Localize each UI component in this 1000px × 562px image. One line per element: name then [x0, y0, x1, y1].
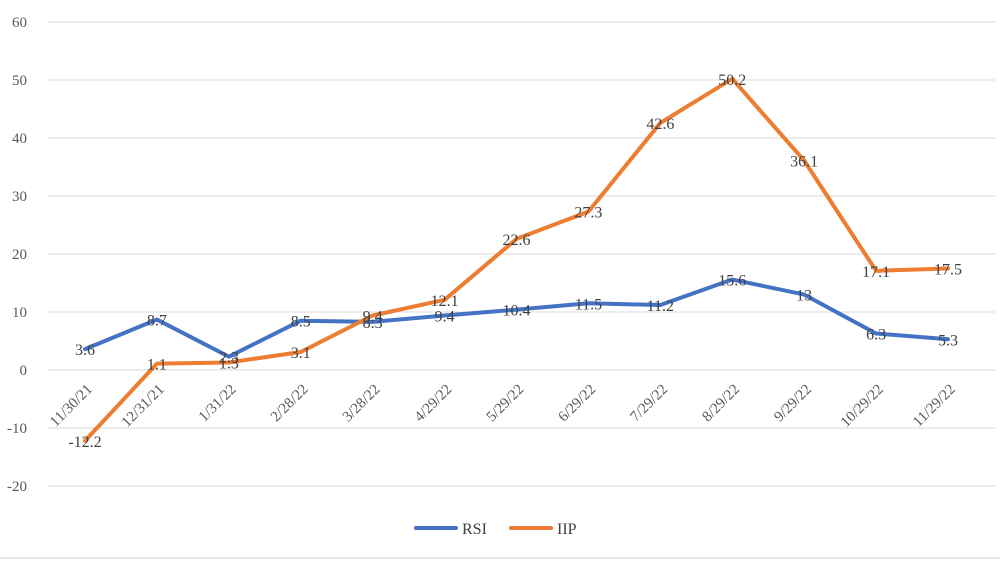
data-label-iip: 36.1: [790, 154, 818, 171]
y-tick-label: -20: [7, 479, 27, 495]
data-label-iip: 17.5: [934, 262, 962, 279]
data-label-rsi: 6.3: [866, 326, 886, 343]
gridlines: [48, 21, 995, 487]
x-tick-label: 1/31/22: [196, 382, 240, 426]
data-label-rsi: 5.3: [938, 332, 958, 349]
y-tick-label: -10: [7, 421, 27, 437]
data-label-iip: 42.6: [646, 116, 674, 133]
data-label-iip: 3.1: [291, 345, 311, 362]
x-tick-label: 9/29/22: [771, 382, 815, 426]
x-tick-label: 7/29/22: [627, 382, 671, 426]
y-tick-label: 20: [12, 247, 27, 263]
x-tick-label: 8/29/22: [699, 382, 743, 426]
data-label-iip: -12.2: [68, 434, 101, 451]
data-label-rsi: 11.2: [647, 298, 674, 315]
legend: RSI IIP: [414, 521, 577, 538]
legend-label-iip: IIP: [557, 521, 577, 538]
x-tick-label: 3/28/22: [340, 382, 384, 426]
series-lines: [83, 76, 950, 443]
data-label-rsi: 8.3: [363, 315, 383, 332]
x-tick-label: 12/31/21: [119, 382, 168, 431]
data-label-rsi: 10.4: [503, 303, 531, 320]
x-tick-label: 11/30/21: [47, 382, 96, 431]
x-tick-label: 2/28/22: [268, 382, 312, 426]
data-label-rsi: 11.5: [575, 296, 602, 313]
data-label-rsi: 8.7: [147, 313, 167, 330]
data-label-rsi: 15.6: [718, 273, 746, 290]
y-tick-label: 10: [12, 305, 27, 321]
data-label-iip: 1.1: [147, 357, 167, 374]
data-label-rsi: 9.4: [435, 308, 455, 325]
data-label-iip: 9.4: [363, 308, 383, 325]
x-tick-label: 5/29/22: [484, 382, 528, 426]
y-tick-label: 30: [12, 189, 27, 205]
y-tick-label: 60: [12, 15, 27, 31]
data-label-iip: 12.1: [431, 293, 459, 310]
y-axis-ticks: -20 -10 0 10 20 30 40 50 60: [7, 15, 27, 495]
data-label-iip: 1.3: [219, 355, 239, 372]
series-line-rsi: [83, 277, 950, 359]
x-tick-label: 4/29/22: [412, 382, 456, 426]
x-tick-label: 10/29/22: [838, 382, 887, 431]
y-tick-label: 0: [20, 363, 28, 379]
legend-label-rsi: RSI: [462, 521, 487, 538]
data-label-rsi: 2.3: [219, 350, 239, 367]
x-axis-ticks: 11/30/21 12/31/21 1/31/22 2/28/22 3/28/22 4/2…: [47, 382, 959, 431]
data-label-rsi: 13: [796, 288, 812, 305]
data-label-rsi: 8.5: [291, 314, 311, 331]
y-tick-label: 40: [12, 131, 27, 147]
series-line-iip: [83, 76, 950, 443]
data-label-iip: 27.3: [574, 205, 602, 222]
data-label-iip: 22.6: [503, 232, 531, 249]
x-tick-label: 11/29/22: [910, 382, 959, 431]
data-label-iip: 17.1: [862, 264, 890, 281]
data-label-rsi: 3.6: [75, 342, 95, 359]
x-tick-label: 6/29/22: [556, 382, 600, 426]
data-label-iip: 50.2: [718, 72, 746, 89]
y-tick-label: 50: [12, 73, 27, 89]
